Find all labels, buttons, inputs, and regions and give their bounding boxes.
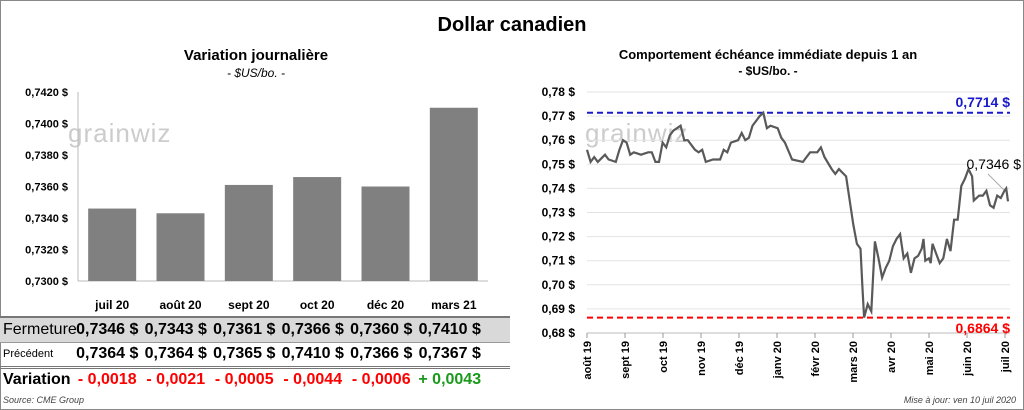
y-tick-label: 0,7400 $ — [25, 119, 68, 131]
y-tick-label: 0,7360 $ — [25, 182, 68, 194]
price-line — [585, 110, 1010, 318]
cell: + 0,0043 — [418, 371, 482, 388]
y-tick-label: 0,7420 $ — [25, 87, 68, 99]
cell: - 0,0005 — [214, 371, 274, 388]
y-tick-label: 0,72 $ — [542, 230, 576, 244]
cell: 0,7367 $ — [418, 345, 481, 362]
cell: 0,7366 $ — [281, 321, 344, 338]
bar-chart-unit: - $US/bo. - — [226, 66, 286, 80]
y-tick-label: 0,68 $ — [542, 326, 576, 340]
watermark-logo: grainwiz — [68, 118, 172, 148]
x-tick-label: avr 20 — [886, 341, 898, 373]
x-tick-label: juin 20 — [962, 341, 974, 377]
row-label: Fermeture — [3, 321, 77, 338]
y-tick-label: 0,76 $ — [542, 133, 576, 147]
y-tick-label: 0,71 $ — [542, 254, 576, 268]
cell: - 0,0021 — [146, 371, 206, 388]
y-tick-label: 0,74 $ — [542, 181, 576, 195]
x-tick-label: août 20 — [159, 298, 201, 312]
cell: 0,7410 $ — [281, 345, 344, 362]
x-tick-label: oct 19 — [658, 341, 670, 373]
y-tick-label: 0,69 $ — [542, 302, 576, 316]
y-tick-label: 0,7320 $ — [25, 245, 68, 257]
cell: 0,7360 $ — [350, 321, 413, 338]
cell: - 0,0006 — [351, 371, 411, 388]
row-label: Variation — [3, 371, 71, 388]
y-tick-label: 0,7340 $ — [25, 213, 68, 225]
cell: 0,7346 $ — [76, 321, 139, 338]
cell: 0,7343 $ — [144, 321, 207, 338]
y-tick-label: 0,75 $ — [542, 157, 576, 171]
x-tick-label: nov 19 — [696, 341, 708, 376]
x-tick-label: déc 19 — [734, 341, 746, 375]
bar — [224, 184, 273, 281]
y-tick-label: 0,73 $ — [542, 206, 576, 220]
y-tick-label: 0,78 $ — [542, 85, 576, 99]
y-tick-label: 0,7380 $ — [25, 150, 68, 162]
x-tick-label: déc 20 — [367, 298, 405, 312]
bar — [88, 208, 137, 281]
table-row-variation: Variation - 0,0018 - 0,0021 - 0,0005 - 0,00… — [0, 368, 510, 392]
update-note: Mise à jour: ven 10 juil 2020 — [903, 395, 1016, 405]
bar-chart-title: Variation journalière — [183, 47, 329, 64]
line-chart-title: Comportement échéance immédiate depuis 1… — [618, 47, 918, 62]
cell: 0,7365 $ — [213, 345, 276, 362]
source-note: Source: CME Group — [3, 395, 85, 405]
cell: - 0,0018 — [77, 371, 137, 388]
cell: - 0,0044 — [283, 371, 343, 388]
row-label: Précédent — [3, 348, 54, 360]
cell: 0,7366 $ — [350, 345, 413, 362]
cell: 0,7364 $ — [76, 345, 139, 362]
last-value-label: 0,7346 $ — [967, 156, 1022, 172]
cell: 0,7361 $ — [213, 321, 276, 338]
bar — [429, 107, 478, 281]
bar — [293, 177, 342, 281]
x-tick-label: oct 20 — [300, 298, 335, 312]
x-tick-label: mai 20 — [924, 341, 936, 375]
low-label: 0,6864 $ — [956, 320, 1011, 336]
table-row-fermeture: Fermeture 0,7346 $ 0,7343 $ 0,7361 $ 0,7366… — [0, 316, 510, 343]
high-label: 0,7714 $ — [956, 94, 1011, 110]
x-tick-label: juil 20 — [1000, 341, 1012, 373]
x-tick-label: févr 20 — [810, 341, 822, 376]
y-tick-label: 0,7300 $ — [25, 276, 68, 288]
cell: 0,7364 $ — [144, 345, 207, 362]
x-tick-label: sept 20 — [228, 298, 270, 312]
x-tick-label: mars 20 — [848, 341, 860, 383]
y-tick-label: 0,77 $ — [542, 109, 576, 123]
x-tick-label: mars 21 — [431, 298, 477, 312]
x-tick-label: janv 20 — [772, 341, 784, 379]
cell: 0,7410 $ — [418, 321, 481, 338]
x-tick-label: juil 20 — [94, 298, 129, 312]
table-row-precedent: Précédent 0,7364 $ 0,7364 $ 0,7365 $ 0,7410… — [0, 342, 510, 369]
last-value-leader — [987, 173, 1005, 191]
bar — [156, 213, 205, 281]
line-chart-unit: - $US/bo. - — [738, 64, 798, 78]
x-tick-label: août 19 — [582, 341, 594, 380]
page-title: Dollar canadien — [437, 14, 587, 36]
bar — [361, 186, 410, 281]
y-tick-label: 0,70 $ — [542, 278, 576, 292]
x-tick-label: sept 19 — [620, 341, 632, 379]
